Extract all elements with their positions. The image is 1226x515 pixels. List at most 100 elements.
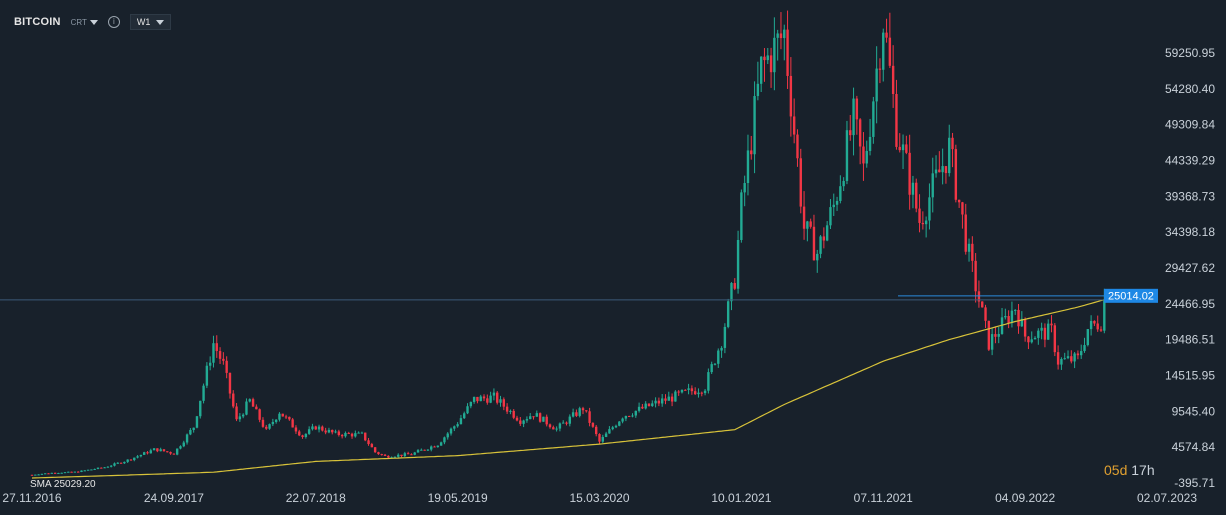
candle-body xyxy=(773,37,776,73)
candle-body xyxy=(792,116,796,135)
candle-body xyxy=(644,403,647,409)
candle-body xyxy=(783,29,786,39)
candle-body xyxy=(865,150,868,164)
candle-body xyxy=(50,472,53,474)
candle-body xyxy=(258,409,261,420)
timeframe-dropdown[interactable]: W1 xyxy=(129,14,172,30)
candle-body xyxy=(647,403,651,407)
candle-body xyxy=(997,333,1000,337)
candle-body xyxy=(357,432,360,434)
candle-body xyxy=(875,68,878,102)
candle-body xyxy=(383,454,387,456)
candle-body xyxy=(918,208,921,223)
sma-line xyxy=(31,299,1105,479)
candle-body xyxy=(291,419,294,428)
candle-body xyxy=(70,471,73,473)
candle-body xyxy=(974,260,977,292)
candle-body xyxy=(720,347,723,351)
candle-body xyxy=(159,449,162,452)
candle-body xyxy=(670,396,674,402)
candle-body xyxy=(816,253,819,261)
candle-body xyxy=(142,452,146,455)
candle-body xyxy=(294,427,298,432)
candle-body xyxy=(1060,358,1063,365)
candle-body xyxy=(126,459,129,462)
candle-body xyxy=(433,446,436,448)
y-axis-tick-label: 34398.18 xyxy=(1165,225,1215,239)
candle-body xyxy=(492,392,496,396)
candle-body xyxy=(921,222,925,225)
candle-body xyxy=(1093,320,1096,324)
candle-body xyxy=(334,431,337,433)
candle-countdown: 05d 17h xyxy=(1104,462,1155,478)
candle-body xyxy=(1053,325,1057,353)
candle-body xyxy=(307,429,311,434)
candle-body xyxy=(459,418,463,425)
candle-body xyxy=(413,452,416,455)
x-axis-tick-label: 04.09.2022 xyxy=(995,491,1055,505)
candle-body xyxy=(941,166,944,173)
candle-body xyxy=(700,392,703,394)
candle-body xyxy=(588,411,591,423)
candle-body xyxy=(205,365,209,386)
candle-body xyxy=(222,358,225,361)
candle-body xyxy=(80,470,83,472)
candle-body xyxy=(604,433,608,437)
candle-body xyxy=(753,96,756,155)
candle-body xyxy=(63,472,67,474)
symbol-label: BITCOIN xyxy=(14,16,61,28)
candle-body xyxy=(136,456,139,458)
candle-body xyxy=(733,283,736,289)
candle-body xyxy=(809,221,812,227)
candle-body xyxy=(654,400,657,404)
candle-body xyxy=(311,426,314,430)
candle-body xyxy=(1096,323,1099,330)
x-axis-tick-label: 15.03.2020 xyxy=(569,491,629,505)
candle-body xyxy=(779,33,783,39)
chevron-down-icon xyxy=(89,19,98,25)
candle-body xyxy=(463,413,466,419)
candle-body xyxy=(268,424,271,429)
candle-body xyxy=(245,401,248,415)
candle-body xyxy=(621,418,624,422)
candle-body xyxy=(146,452,149,454)
candle-body xyxy=(169,451,172,454)
x-axis-tick-label: 02.07.2023 xyxy=(1137,491,1197,505)
candle-body xyxy=(822,236,826,241)
candle-body xyxy=(858,119,862,147)
candle-body xyxy=(139,454,143,457)
candle-body xyxy=(367,440,370,445)
candle-body xyxy=(43,473,47,475)
candle-body xyxy=(393,456,397,458)
chart-type-label: CRT xyxy=(70,17,87,27)
candle-body xyxy=(957,199,961,203)
candle-body xyxy=(835,200,839,205)
candle-body xyxy=(228,372,232,394)
candle-body xyxy=(1073,353,1076,362)
candle-body xyxy=(119,462,123,464)
info-icon[interactable]: i xyxy=(107,16,120,28)
candle-body xyxy=(284,416,288,418)
candle-body xyxy=(1023,318,1027,337)
x-axis-tick-label: 19.05.2019 xyxy=(428,491,488,505)
candle-body xyxy=(416,450,420,453)
candle-body xyxy=(1099,329,1103,331)
candle-body xyxy=(525,419,529,421)
candle-body xyxy=(552,427,555,430)
candle-body xyxy=(30,474,34,476)
candle-body xyxy=(756,83,760,97)
chart-type-dropdown[interactable]: CRT xyxy=(71,18,98,27)
candle-body xyxy=(535,413,539,417)
candle-body xyxy=(776,33,779,38)
candle-body xyxy=(430,446,433,450)
candle-body xyxy=(723,326,727,348)
candle-body xyxy=(713,363,717,365)
candle-body xyxy=(641,406,644,409)
candle-body xyxy=(634,410,637,416)
candle-body xyxy=(350,433,354,437)
y-axis-tick-label: 4574.84 xyxy=(1172,440,1216,454)
y-axis-tick-label: -395.71 xyxy=(1174,476,1215,490)
candle-body xyxy=(799,158,802,207)
candle-body xyxy=(304,433,308,437)
